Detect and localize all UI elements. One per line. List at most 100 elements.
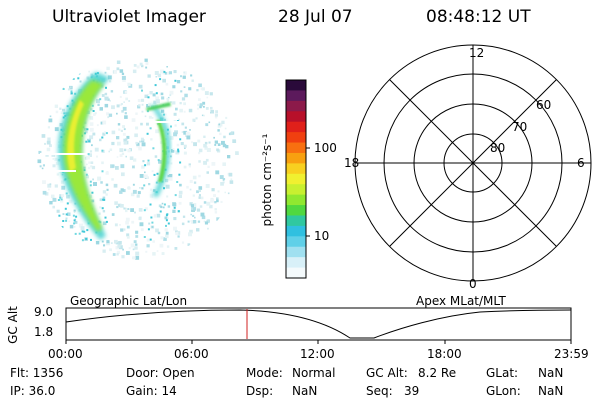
speckle-pixel xyxy=(165,234,169,239)
speckle-pixel xyxy=(174,247,178,250)
speckle-pixel xyxy=(137,191,141,195)
speckle-pixel xyxy=(105,171,109,175)
speckle-pixel xyxy=(134,211,136,214)
speckle-pixel xyxy=(163,113,165,116)
speckle-pixel xyxy=(49,183,52,185)
speckle-pixel xyxy=(116,250,120,254)
speckle-pixel xyxy=(189,188,192,191)
speckle-pixel xyxy=(174,194,177,197)
speckle-pixel xyxy=(141,165,145,169)
mlt-label-6: 6 xyxy=(577,156,585,170)
speckle-pixel xyxy=(123,228,126,231)
speckle-pixel xyxy=(203,143,207,148)
speckle-pixel xyxy=(52,205,55,209)
speckle-pixel xyxy=(115,166,119,170)
speckle-pixel xyxy=(86,128,89,131)
speckle-pixel xyxy=(99,98,102,101)
speckle-pixel xyxy=(160,92,164,96)
speckle-pixel xyxy=(152,189,156,192)
info-gcalt-value: 8.2 Re xyxy=(418,366,457,380)
speckle-pixel xyxy=(153,173,156,176)
speckle-pixel xyxy=(121,72,125,75)
image-date: 28 Jul 07 xyxy=(278,7,353,27)
speckle-pixel xyxy=(114,223,118,227)
speckle-pixel xyxy=(65,217,68,220)
speckle-pixel xyxy=(141,89,143,92)
speckle-pixel xyxy=(56,229,59,232)
speckle-pixel xyxy=(119,69,124,73)
speckle-pixel xyxy=(198,196,202,199)
speckle-pixel xyxy=(108,150,110,153)
speckle-pixel xyxy=(116,60,121,64)
scan-artifact xyxy=(40,153,86,155)
speckle-pixel xyxy=(111,213,115,216)
speckle-pixel xyxy=(124,115,128,119)
speckle-pixel xyxy=(145,250,148,253)
speckle-pixel xyxy=(44,142,46,145)
speckle-pixel xyxy=(198,174,201,178)
speckle-pixel xyxy=(185,134,188,137)
speckle-pixel xyxy=(195,117,198,120)
info-flight: Flt: 1356 xyxy=(10,366,64,380)
speckle-pixel xyxy=(155,99,160,104)
speckle-pixel xyxy=(82,141,84,143)
speckle-pixel xyxy=(211,188,215,192)
speckle-pixel xyxy=(136,65,140,69)
speckle-pixel xyxy=(190,220,193,222)
speckle-pixel xyxy=(101,94,105,97)
speckle-pixel xyxy=(220,182,224,186)
speckle-pixel xyxy=(160,141,163,144)
speckle-pixel xyxy=(130,192,135,197)
speckle-pixel xyxy=(198,186,203,190)
speckle-pixel xyxy=(86,155,90,160)
speckle-pixel xyxy=(140,228,144,232)
speckle-pixel xyxy=(192,220,197,224)
speckle-pixel xyxy=(147,74,151,78)
speckle-pixel xyxy=(191,141,193,144)
speckle-pixel xyxy=(65,192,68,195)
speckle-pixel xyxy=(89,150,93,153)
speckle-pixel xyxy=(197,139,201,143)
speckle-pixel xyxy=(135,141,138,145)
speckle-pixel xyxy=(167,130,171,134)
speckle-pixel xyxy=(116,104,120,108)
speckle-pixel xyxy=(197,103,200,107)
speckle-pixel xyxy=(205,158,209,162)
speckle-pixel xyxy=(116,136,120,140)
speckle-pixel xyxy=(113,70,117,74)
speckle-pixel xyxy=(191,208,193,210)
speckle-pixel xyxy=(210,109,214,114)
speckle-pixel xyxy=(123,138,127,143)
speckle-pixel xyxy=(190,204,194,208)
speckle-pixel xyxy=(114,201,118,205)
speckle-pixel xyxy=(57,199,60,201)
speckle-pixel xyxy=(135,243,138,246)
speckle-pixel xyxy=(134,246,138,250)
speckle-pixel xyxy=(189,229,193,234)
speckle-pixel xyxy=(143,236,146,238)
info-dsp-value: NaN xyxy=(292,384,318,398)
speckle-pixel xyxy=(178,201,182,205)
speckle-pixel xyxy=(105,193,108,196)
speckle-pixel xyxy=(138,217,142,221)
speckle-pixel xyxy=(131,220,135,224)
speckle-pixel xyxy=(235,151,239,155)
speckle-pixel xyxy=(129,156,134,160)
colorbar-segment xyxy=(286,100,306,112)
speckle-pixel xyxy=(49,144,52,148)
speckle-pixel xyxy=(215,110,218,113)
timeline-ytick-top: 9.0 xyxy=(34,305,54,319)
timeline-xtick: 18:00 xyxy=(427,347,462,361)
speckle-pixel xyxy=(209,204,213,209)
speckle-pixel xyxy=(154,155,158,158)
speckle-pixel xyxy=(144,58,148,62)
speckle-pixel xyxy=(102,196,106,200)
speckle-pixel xyxy=(94,147,99,152)
speckle-pixel xyxy=(188,232,192,237)
speckle-pixel xyxy=(156,250,159,252)
speckle-pixel xyxy=(149,238,152,241)
speckle-pixel xyxy=(222,143,227,148)
colorbar-segment xyxy=(286,184,306,196)
speckle-pixel xyxy=(85,140,88,143)
speckle-pixel xyxy=(90,165,93,168)
